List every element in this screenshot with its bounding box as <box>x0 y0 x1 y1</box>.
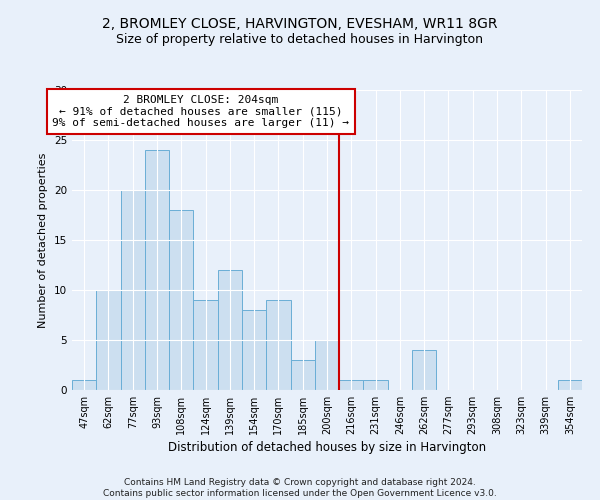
Bar <box>218 270 242 390</box>
Bar <box>315 340 339 390</box>
Bar <box>266 300 290 390</box>
Bar <box>121 190 145 390</box>
Bar <box>96 290 121 390</box>
Bar <box>412 350 436 390</box>
Y-axis label: Number of detached properties: Number of detached properties <box>38 152 49 328</box>
Bar <box>558 380 582 390</box>
Text: 2 BROMLEY CLOSE: 204sqm
← 91% of detached houses are smaller (115)
9% of semi-de: 2 BROMLEY CLOSE: 204sqm ← 91% of detache… <box>52 95 349 128</box>
Text: Size of property relative to detached houses in Harvington: Size of property relative to detached ho… <box>116 32 484 46</box>
Bar <box>364 380 388 390</box>
Bar <box>145 150 169 390</box>
Bar <box>193 300 218 390</box>
Bar <box>290 360 315 390</box>
X-axis label: Distribution of detached houses by size in Harvington: Distribution of detached houses by size … <box>168 442 486 454</box>
Bar <box>242 310 266 390</box>
Text: 2, BROMLEY CLOSE, HARVINGTON, EVESHAM, WR11 8GR: 2, BROMLEY CLOSE, HARVINGTON, EVESHAM, W… <box>102 18 498 32</box>
Bar <box>339 380 364 390</box>
Bar <box>72 380 96 390</box>
Text: Contains HM Land Registry data © Crown copyright and database right 2024.
Contai: Contains HM Land Registry data © Crown c… <box>103 478 497 498</box>
Bar <box>169 210 193 390</box>
